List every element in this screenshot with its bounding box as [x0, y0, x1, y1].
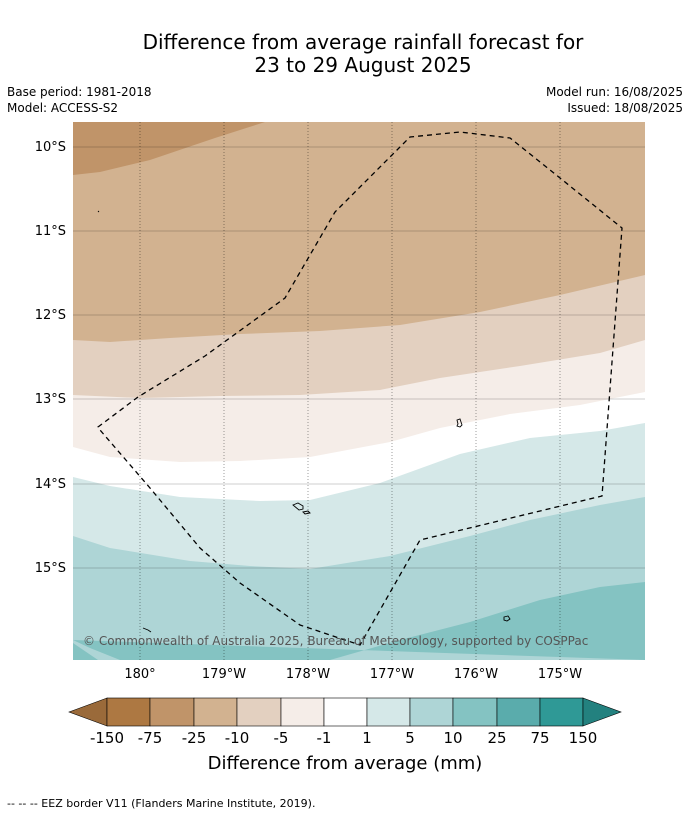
colorbar-cell — [452, 697, 498, 727]
model-run: Model run: 16/08/2025 — [545, 85, 683, 99]
colorbar-label: 25 — [487, 729, 506, 747]
lon-label: 176°W — [454, 667, 498, 682]
fill-minus-75-25 — [73, 122, 265, 175]
island-1 — [97, 210, 100, 213]
colorbar-title: Difference from average (mm) — [207, 753, 483, 774]
island-5 — [142, 627, 152, 633]
lon-label: 180° — [124, 667, 155, 682]
colorbar-cell — [106, 697, 151, 727]
colorbar-label: -10 — [225, 729, 250, 747]
islands — [97, 210, 511, 633]
colorbar-cell — [496, 697, 541, 727]
meta-right: Model run: 16/08/2025 Issued: 18/08/2025 — [546, 84, 683, 116]
lon-label: 178°W — [286, 667, 330, 682]
lat-label: 14°S — [35, 477, 66, 492]
colorbar-arrow-high — [582, 697, 622, 727]
title-line-1: Difference from average rainfall forecas… — [142, 30, 584, 54]
colorbar-label: 150 — [569, 729, 598, 747]
colorbar-label: 5 — [405, 729, 415, 747]
contour-fills — [73, 122, 645, 660]
colorbar-cell — [539, 697, 584, 727]
colorbar-label: -75 — [138, 729, 163, 747]
colorbar-labels: -150 -75 -25 -10 -5 -1 1 5 10 25 75 150 — [90, 729, 597, 747]
colorbar-cell — [409, 697, 454, 727]
base-period: Base period: 1981-2018 — [7, 85, 152, 99]
colorbar-label: -5 — [274, 729, 289, 747]
colorbar: -150 -75 -25 -10 -5 -1 1 5 10 25 75 150 — [68, 697, 622, 747]
colorbar-cell — [193, 697, 238, 727]
rainfall-map: © Commonwealth of Australia 2025, Bureau… — [35, 122, 645, 682]
colorbar-cells — [68, 697, 622, 727]
eez-border — [97, 131, 623, 646]
colorbar-cell — [323, 697, 368, 727]
longitude-labels: 180° 179°W 178°W 177°W 176°W 175°W — [124, 667, 582, 682]
colorbar-label: 1 — [362, 729, 372, 747]
meta-left: Base period: 1981-2018 Model: ACCESS-S2 — [7, 84, 152, 116]
colorbar-cell — [236, 697, 282, 727]
island-3 — [456, 418, 463, 428]
eez-footnote: -- -- -- EEZ border V11 (Flanders Marine… — [7, 797, 316, 810]
colorbar-label: -150 — [90, 729, 124, 747]
colorbar-cell — [280, 697, 325, 727]
title-line-2: 23 to 29 August 2025 — [254, 53, 472, 77]
colorbar-cell — [149, 697, 195, 727]
map-title: Difference from average rainfall forecas… — [0, 31, 690, 77]
latitude-labels: 10°S 11°S 12°S 13°S 14°S 15°S — [35, 140, 66, 576]
lat-label: 15°S — [35, 561, 66, 576]
fill-plus-10-25-corner — [73, 643, 98, 660]
colorbar-label: -25 — [182, 729, 207, 747]
island-4 — [503, 615, 511, 622]
lon-label: 177°W — [370, 667, 414, 682]
model-name: Model: ACCESS-S2 — [7, 101, 119, 115]
colorbar-label: 10 — [443, 729, 462, 747]
lat-label: 11°S — [35, 224, 66, 239]
colorbar-cell — [366, 697, 411, 727]
colorbar-label: 75 — [530, 729, 549, 747]
colorbar-label: -1 — [317, 729, 332, 747]
lat-label: 10°S — [35, 140, 66, 155]
lat-label: 12°S — [35, 308, 66, 323]
fill-plus-10-25 — [73, 582, 645, 660]
lat-label: 13°S — [35, 392, 66, 407]
issued-date: Issued: 18/08/2025 — [567, 101, 683, 115]
colorbar-arrow-low — [68, 697, 108, 727]
island-2 — [292, 502, 311, 515]
latitude-lines — [73, 146, 645, 569]
lon-label: 175°W — [538, 667, 582, 682]
copyright-notice: © Commonwealth of Australia 2025, Bureau… — [83, 634, 588, 648]
lon-label: 179°W — [202, 667, 246, 682]
